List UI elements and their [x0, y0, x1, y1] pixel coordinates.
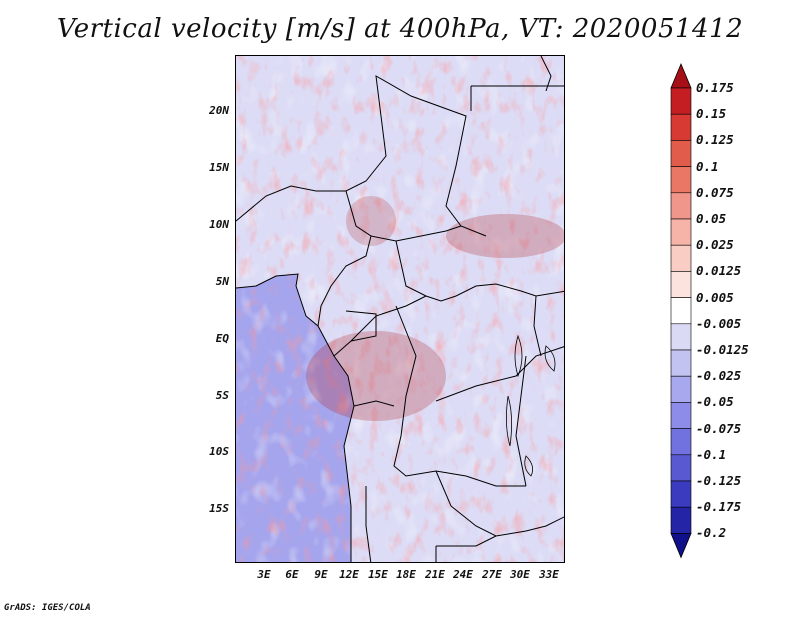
colorbar-level-label: 0.005 — [696, 289, 734, 305]
colorbar-level-label: 0.0125 — [696, 263, 742, 279]
red-texture — [236, 56, 564, 562]
colorbar-level-label: -0.2 — [696, 525, 727, 541]
colorbar-swatch — [670, 218, 692, 246]
lat-label-10s: 10S — [209, 445, 229, 458]
colorbar-swatch — [670, 349, 692, 377]
colorbar-level-label: 0.1 — [696, 158, 719, 174]
colorbar-swatch — [670, 87, 692, 115]
colorbar-level-label: -0.0125 — [696, 342, 749, 357]
lat-label-15s: 15S — [209, 502, 229, 515]
lat-label-eq: EQ — [215, 332, 229, 345]
vertical-velocity-map — [236, 56, 564, 562]
lat-label-5n: 5N — [215, 275, 229, 288]
lon-label-27e: 27E — [482, 568, 502, 581]
lat-label-20n: 20N — [209, 104, 229, 117]
colorbar-swatch — [670, 192, 692, 220]
colorbar-bottom-arrow — [670, 532, 692, 559]
colorbar-level-label: -0.025 — [696, 368, 742, 384]
colorbar-swatch — [670, 375, 692, 403]
colorbar-swatch — [670, 271, 692, 298]
colorbar-swatch — [670, 113, 692, 141]
lon-label-33e: 33E — [539, 568, 559, 581]
lon-label-6e: 6E — [285, 568, 299, 581]
lat-label-10n: 10N — [209, 218, 229, 231]
colorbar-swatch — [670, 166, 692, 194]
lon-label-21e: 21E — [425, 568, 445, 581]
lon-label-12e: 12E — [339, 568, 359, 581]
lon-label-15e: 15E — [368, 568, 388, 581]
colorbar — [670, 62, 692, 559]
grads-credit: GrADS: IGES/COLA — [4, 603, 91, 613]
convection-congo — [306, 331, 446, 421]
colorbar-level-label: -0.1 — [696, 446, 727, 462]
colorbar-level-label: 0.125 — [696, 132, 734, 148]
colorbar-swatch — [670, 244, 692, 272]
lakes — [506, 334, 556, 477]
lon-label-3e: 3E — [257, 568, 271, 581]
colorbar-level-label: 0.05 — [696, 211, 727, 226]
colorbar-swatch — [670, 297, 692, 325]
colorbar-top-arrow — [670, 62, 692, 89]
convection-east — [446, 214, 564, 258]
chart-title: Vertical velocity [m/s] at 400hPa, VT: 2… — [56, 14, 744, 44]
colorbar-level-label: -0.005 — [696, 315, 742, 331]
colorbar-level-label: -0.075 — [696, 420, 742, 436]
colorbar-level-label: -0.125 — [696, 473, 742, 488]
colorbar-level-label: 0.15 — [696, 106, 727, 122]
lat-label-5s: 5S — [215, 389, 229, 402]
colorbar-swatch — [670, 454, 692, 482]
colorbar-swatch — [670, 428, 692, 456]
colorbar-swatch — [670, 402, 692, 429]
colorbar-swatch — [670, 140, 692, 167]
convection-north — [346, 196, 396, 246]
colorbar-swatch — [670, 480, 692, 508]
lon-label-30e: 30E — [510, 568, 530, 581]
lon-label-18e: 18E — [396, 568, 416, 581]
colorbar-level-label: 0.175 — [696, 80, 734, 95]
borders — [236, 56, 564, 562]
lat-label-15n: 15N — [209, 161, 229, 174]
lon-label-24e: 24E — [453, 568, 473, 581]
colorbar-swatch — [670, 323, 692, 351]
colorbar-level-label: 0.025 — [696, 237, 734, 253]
colorbar-swatch — [670, 506, 692, 534]
colorbar-level-label: -0.175 — [696, 499, 742, 515]
lon-label-9e: 9E — [314, 568, 328, 581]
colorbar-level-label: 0.075 — [696, 184, 734, 200]
colorbar-level-label: -0.05 — [696, 394, 734, 410]
map-panel — [235, 55, 565, 563]
